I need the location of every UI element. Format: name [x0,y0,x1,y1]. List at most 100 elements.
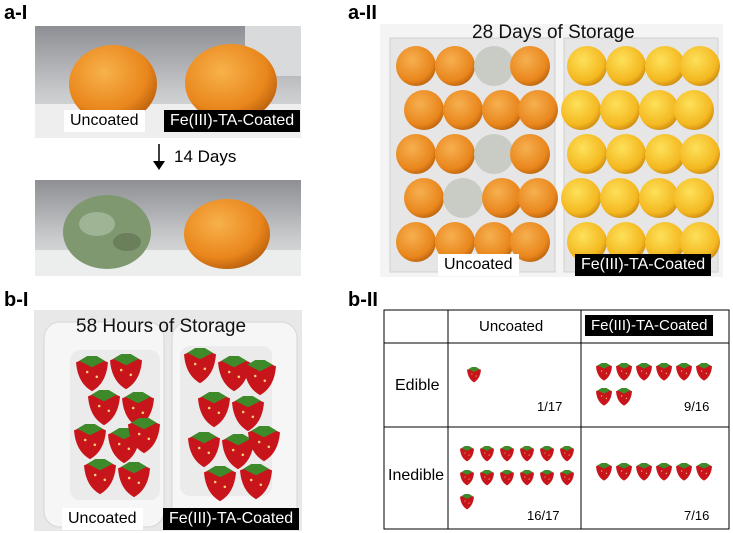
photo-a2 [380,24,723,277]
orange [645,46,685,86]
strawberry [184,348,216,384]
strawberry [616,388,632,406]
strawberry [248,426,280,462]
moldy-orange [474,46,514,86]
strawberry [460,446,474,462]
orange [561,178,601,218]
strawberry [500,470,514,486]
strawberry [74,424,106,460]
strawberry [84,459,116,495]
a2-title: 28 Days of Storage [472,22,635,43]
coated-orange-group [561,46,720,262]
b1-coated-label: Fe(III)-TA-Coated [163,508,300,530]
a1-arrow-text: 14 Days [174,147,237,166]
panel-label-a1: a-I [4,2,28,24]
count-inedible-uncoated: 16/17 [527,508,560,523]
count-inedible-coated: 7/16 [684,508,710,523]
strawberry [676,463,692,481]
orange [510,222,550,262]
orange-coated-after [184,199,270,269]
strawberry [500,446,514,462]
count-edible-coated: 9/16 [684,399,710,414]
orange [680,134,720,174]
orange [680,46,720,86]
moldy-orange [443,178,483,218]
strawberry [460,494,474,510]
orange [404,90,444,130]
strawberry [540,470,554,486]
orange [510,46,550,86]
orange [435,134,475,174]
mold-patch [79,212,115,236]
orange [606,222,646,262]
a1-coated-label: Fe(III)-TA-Coated [164,110,301,132]
strawberry [240,464,272,500]
count-edible-uncoated: 1/17 [537,399,563,414]
orange [510,134,550,174]
orange [482,178,522,218]
strawberry [636,363,652,381]
strawberry [480,470,494,486]
strawberry [616,363,632,381]
uncoated-orange-group [396,46,558,262]
strawberry [596,463,612,481]
col-header-uncoated: Uncoated [479,318,544,335]
panel-label-a2: a-II [348,2,377,24]
table-strawberries [460,363,712,510]
orange [600,90,640,130]
strawberry [596,388,612,406]
panel-label-b1: b-I [4,289,29,311]
orange [606,134,646,174]
photo-a1-after [35,180,301,276]
orange [567,134,607,174]
orange [680,222,720,262]
oranges-after-image [35,180,301,276]
orange [567,46,607,86]
orange [396,134,436,174]
strawberry [596,363,612,381]
strawberry [656,363,672,381]
strawberry [560,470,574,486]
a1-uncoated-label: Uncoated [64,110,145,132]
strawberry-group [74,348,280,502]
orange [674,90,714,130]
photo-b1 [34,310,302,531]
orange [645,222,685,262]
strawberry [218,356,250,392]
row-header-inedible: Inedible [388,467,445,484]
strawberry [204,466,236,502]
orange [674,178,714,218]
orange [639,178,679,218]
strawberry [118,462,150,498]
strawberry [188,432,220,468]
orange-boxes-image [380,24,723,277]
b1-title: 58 Hours of Storage [76,316,247,337]
strawberry [76,356,108,392]
strawberry [232,396,264,432]
orange [518,178,558,218]
strawberry [676,363,692,381]
row-header-edible: Edible [395,377,440,394]
strawberry [540,446,554,462]
b1-uncoated-label: Uncoated [62,508,143,530]
results-table-grid [383,309,730,530]
strawberry [616,463,632,481]
strawberry [222,434,254,470]
strawberry-trays-image [34,310,302,531]
strawberry [460,470,474,486]
orange [645,134,685,174]
panel-label-b2: b-II [348,289,378,311]
strawberry [198,392,230,428]
orange [606,46,646,86]
orange [639,90,679,130]
orange [600,178,640,218]
orange [474,222,514,262]
down-arrow-icon [151,143,167,171]
moldy-orange [474,134,514,174]
a2-uncoated-label: Uncoated [438,254,519,276]
orange [482,90,522,130]
strawberry [244,360,276,396]
strawberry [656,463,672,481]
strawberry [88,390,120,426]
orange [443,90,483,130]
